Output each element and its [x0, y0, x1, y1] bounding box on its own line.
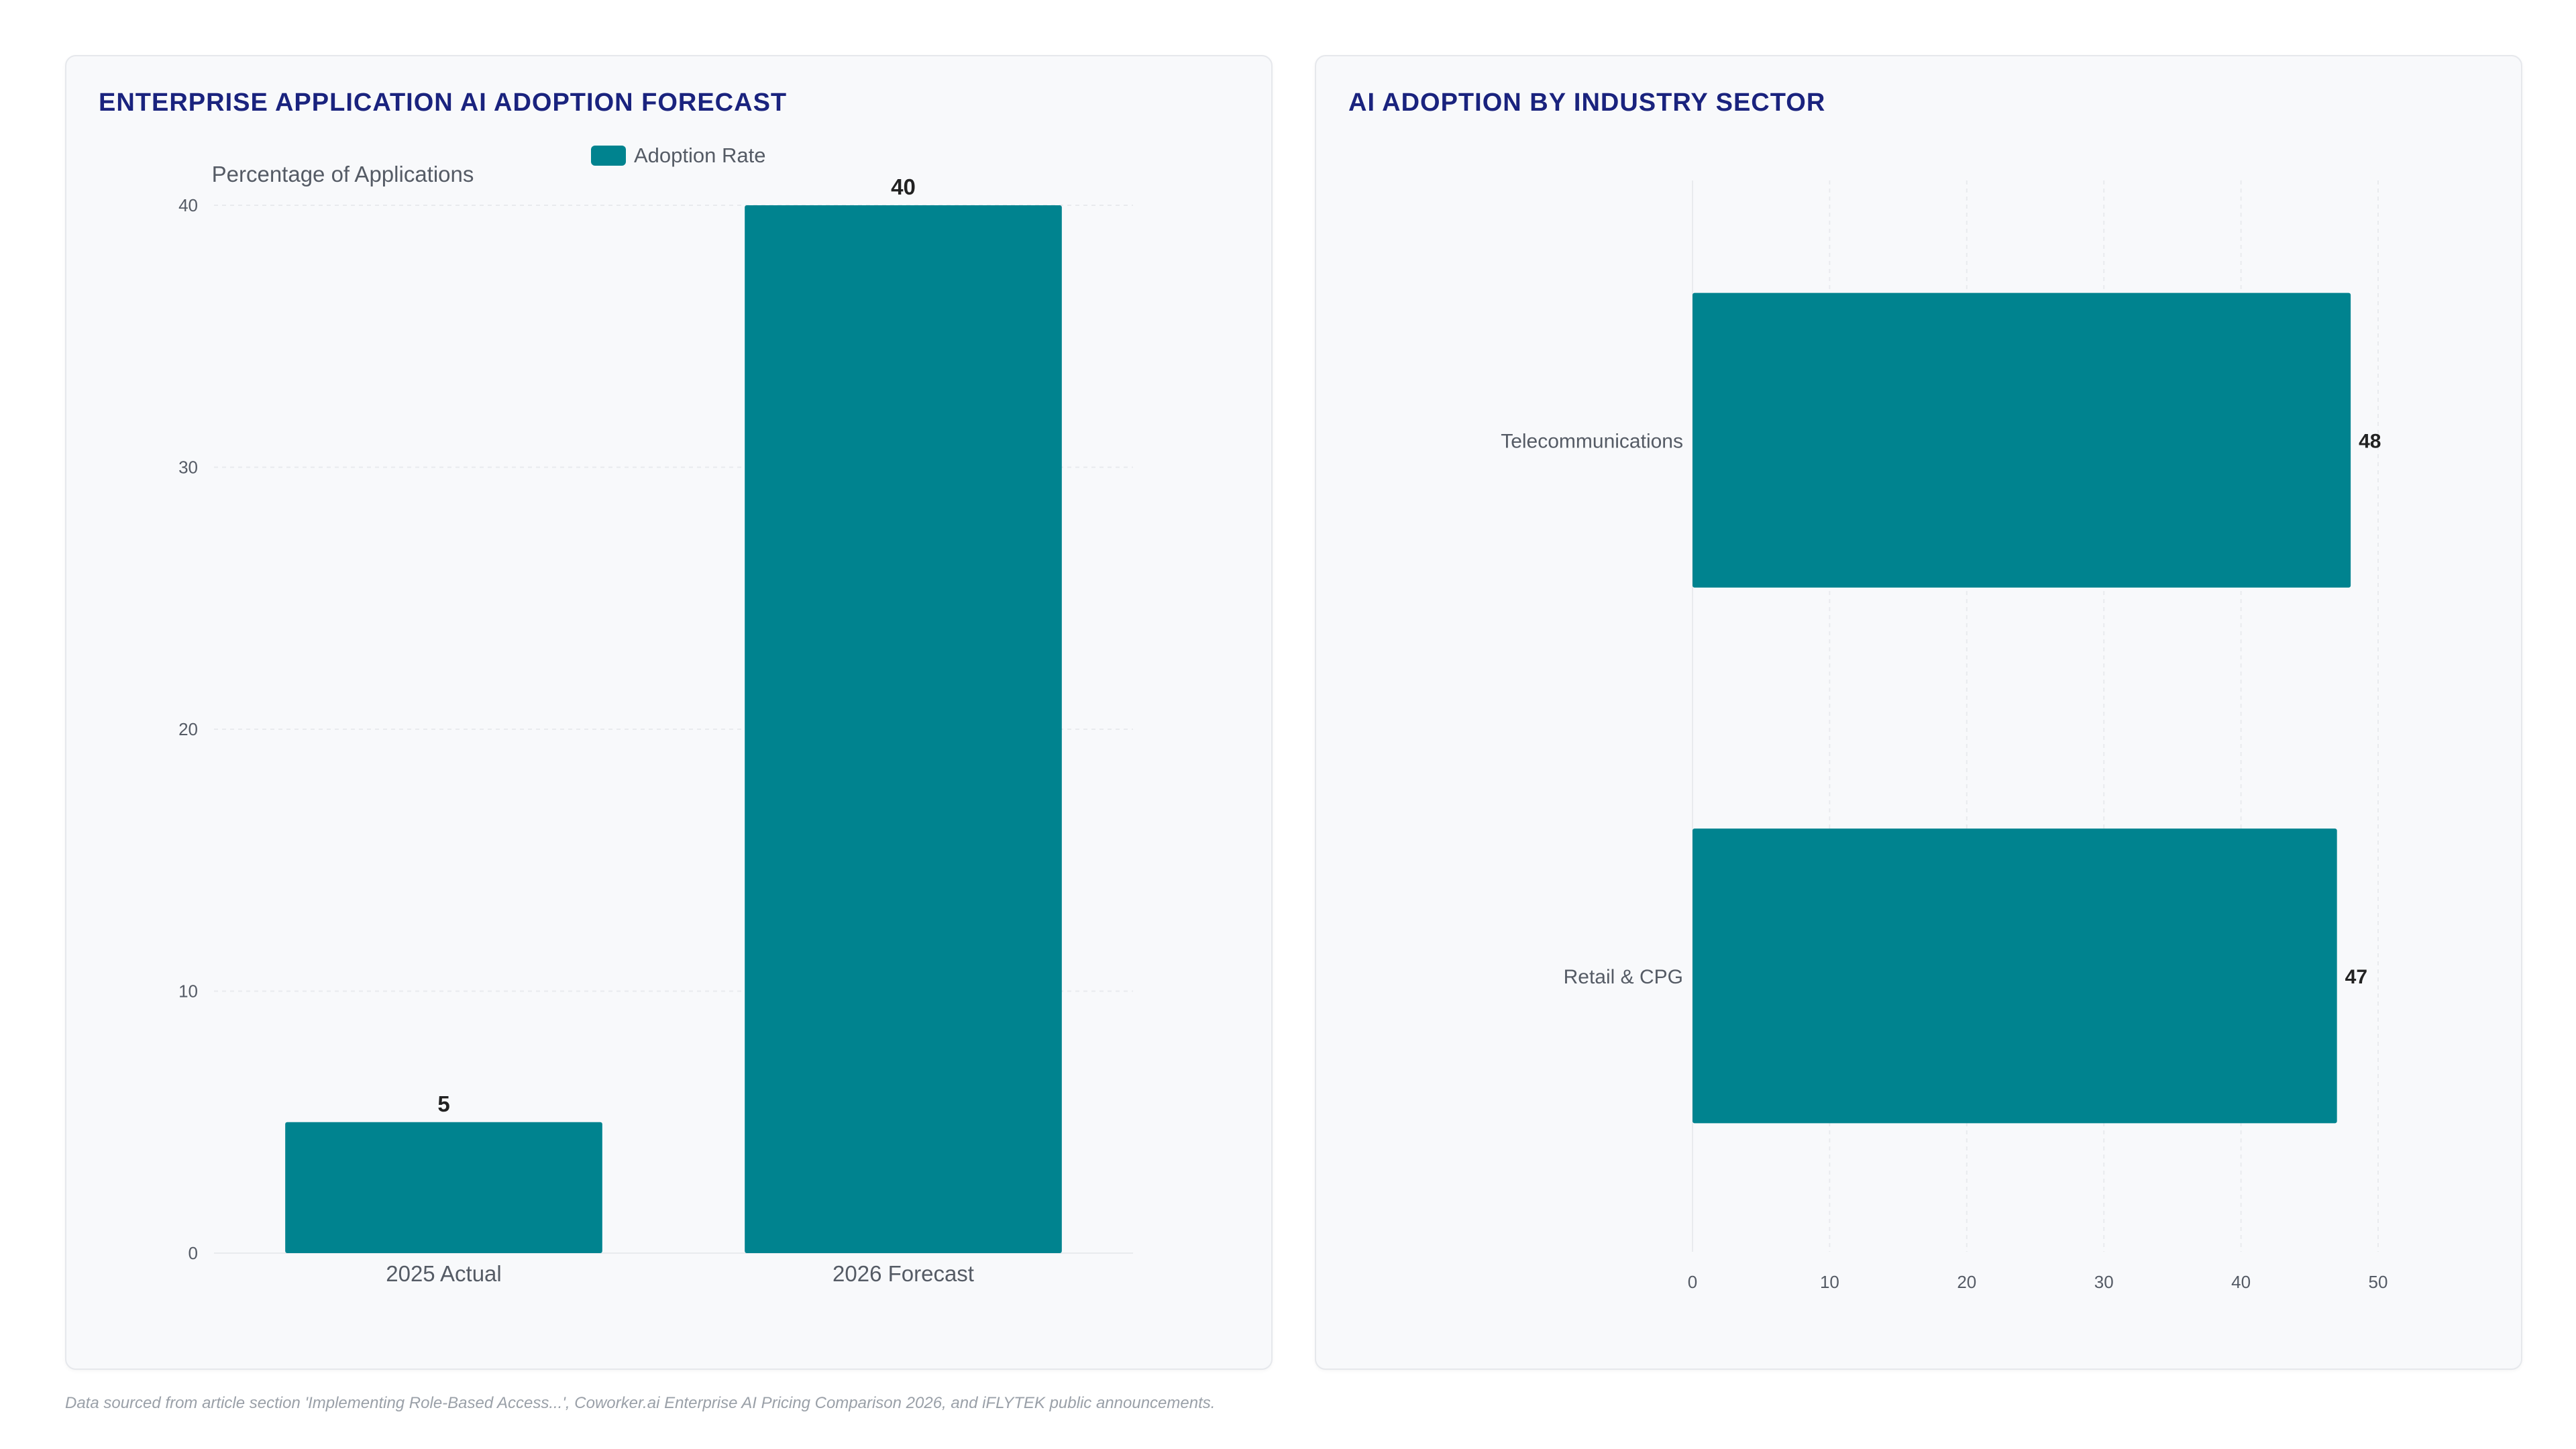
bar: [1693, 292, 2351, 588]
y-tick-label: 20: [178, 719, 198, 739]
x-tick-label: 10: [1820, 1272, 1839, 1292]
bar-value-label: 5: [437, 1091, 449, 1116]
y-axis-title: Percentage of Applications: [212, 162, 474, 186]
y-category-label: Retail & CPG: [1564, 966, 1683, 988]
x-tick-label: 30: [2094, 1272, 2114, 1292]
x-tick-label: 2026 Forecast: [833, 1261, 974, 1286]
bar: [1693, 828, 2337, 1124]
right-chart-title: AI ADOPTION BY INDUSTRY SECTOR: [1348, 89, 1826, 117]
left-chart-title: ENTERPRISE APPLICATION AI ADOPTION FOREC…: [99, 89, 788, 117]
x-tick-label: 20: [1957, 1272, 1976, 1292]
bar-value-label: 48: [2359, 430, 2381, 452]
industry-sector-panel: AI ADOPTION BY INDUSTRY SECTOR 0 10 20 30 40…: [1315, 55, 2522, 1370]
x-tick-label: 50: [2369, 1272, 2388, 1292]
adoption-forecast-panel: ENTERPRISE APPLICATION AI ADOPTION FOREC…: [65, 55, 1273, 1370]
bar: [285, 1122, 602, 1253]
bar-value-label: 47: [2345, 966, 2367, 988]
data-source-footnote: Data sourced from article section 'Imple…: [65, 1394, 1216, 1412]
bar-value-label: 40: [891, 174, 916, 199]
y-tick-label: 30: [178, 458, 198, 478]
bar: [745, 205, 1062, 1253]
industry-sector-chart: 0 10 20 30 40 50 48 Telecommunications 47 Retail …: [1501, 180, 2388, 1292]
y-tick-label: 0: [189, 1243, 198, 1263]
y-tick-label: 10: [178, 981, 198, 1002]
y-category-label: Telecommunications: [1501, 430, 1683, 452]
x-tick-label: 2025 Actual: [386, 1261, 501, 1286]
adoption-forecast-chart: 0 10 20 30 40 Percentage of Applications Adopt…: [178, 144, 1133, 1286]
legend-label: Adoption Rate: [634, 144, 765, 167]
legend-swatch: [591, 146, 626, 166]
y-tick-label: 40: [178, 195, 198, 215]
x-tick-label: 40: [2231, 1272, 2251, 1292]
x-tick-label: 0: [1688, 1272, 1697, 1292]
